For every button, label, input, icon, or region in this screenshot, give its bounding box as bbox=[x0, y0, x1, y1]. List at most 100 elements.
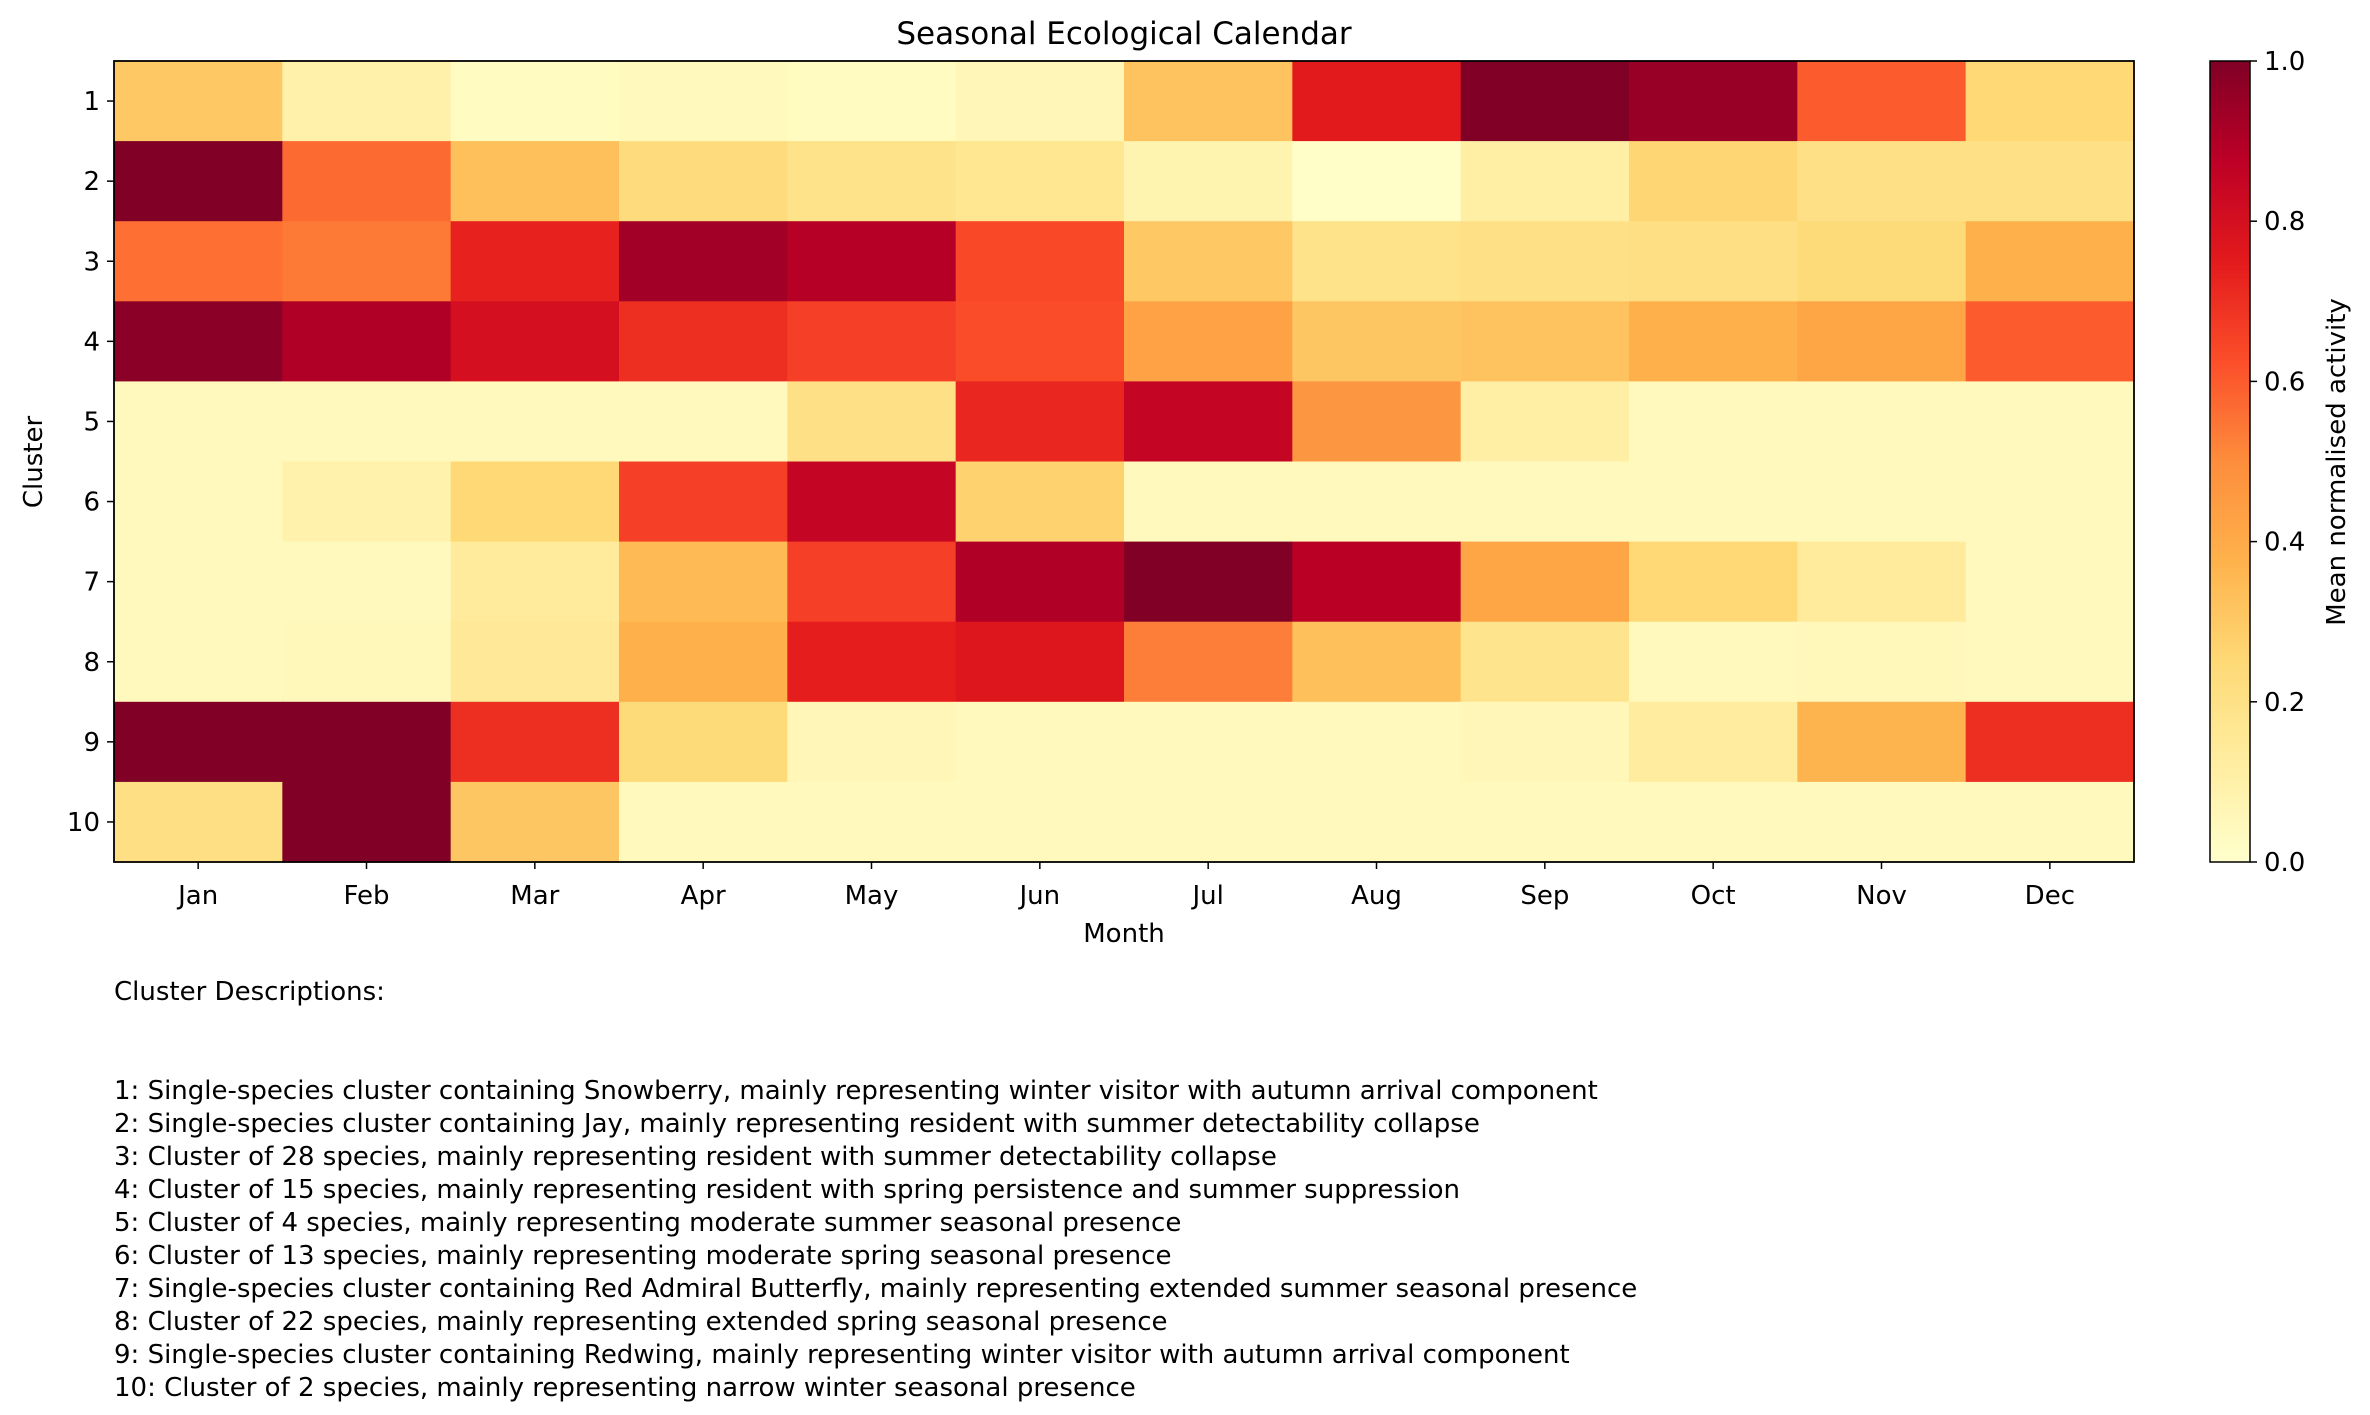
heatmap-cell-5-feb bbox=[282, 381, 452, 463]
heatmap-cell-1-oct bbox=[1629, 61, 1798, 142]
x-tick-label-may: May bbox=[845, 881, 899, 911]
heatmap-cell-1-mar bbox=[450, 61, 620, 142]
heatmap-cell-8-apr bbox=[619, 621, 788, 703]
heatmap-cell-2-dec bbox=[1965, 141, 2135, 222]
heatmap-cell-6-jun bbox=[955, 461, 1125, 543]
heatmap-cell-5-oct bbox=[1629, 381, 1798, 463]
heatmap-cell-3-nov bbox=[1797, 221, 1967, 302]
heatmap-cell-10-mar bbox=[450, 781, 620, 863]
heatmap-cell-6-dec bbox=[1965, 461, 2135, 543]
heatmap-cell-8-feb bbox=[282, 621, 452, 703]
y-tick-label-2: 2 bbox=[83, 167, 100, 197]
x-tick-label-jan: Jan bbox=[176, 881, 218, 911]
heatmap-cell-6-may bbox=[787, 461, 957, 543]
y-tick-label-10: 10 bbox=[67, 808, 100, 838]
heatmap-cell-7-nov bbox=[1797, 541, 1967, 623]
heatmap-cell-9-oct bbox=[1629, 701, 1798, 783]
heatmap-cell-9-sep bbox=[1460, 701, 1630, 783]
heatmap-cell-4-jul bbox=[1124, 301, 1293, 382]
heatmap-cell-2-oct bbox=[1629, 141, 1798, 222]
heatmap-cell-1-jun bbox=[955, 61, 1125, 142]
cluster-description-2: 2: Single-species cluster containing Jay… bbox=[114, 1109, 1480, 1139]
cluster-description-9: 9: Single-species cluster containing Red… bbox=[114, 1340, 1570, 1370]
heatmap-cell-2-jul bbox=[1124, 141, 1293, 222]
heatmap-cell-10-sep bbox=[1460, 781, 1630, 863]
heatmap-cell-10-aug bbox=[1292, 781, 1462, 863]
x-tick-label-apr: Apr bbox=[681, 881, 726, 911]
cluster-description-8: 8: Cluster of 22 species, mainly represe… bbox=[114, 1307, 1168, 1337]
heatmap-cell-10-jan bbox=[114, 781, 283, 863]
heatmap-cell-6-feb bbox=[282, 461, 452, 543]
cluster-description-5: 5: Cluster of 4 species, mainly represen… bbox=[114, 1208, 1182, 1238]
descriptions-list: 1: Single-species cluster containing Sno… bbox=[114, 1075, 2314, 1405]
heatmap-cell-2-nov bbox=[1797, 141, 1967, 222]
heatmap-cell-7-feb bbox=[282, 541, 452, 623]
y-tick-label-7: 7 bbox=[83, 568, 100, 598]
heatmap-cell-10-nov bbox=[1797, 781, 1967, 863]
heatmap-cell-2-mar bbox=[450, 141, 620, 222]
heatmap-cell-1-jul bbox=[1124, 61, 1293, 142]
heatmap-cell-7-mar bbox=[450, 541, 620, 623]
colorbar-label: Mean normalised activity bbox=[2322, 298, 2352, 626]
heatmap-cell-5-jan bbox=[114, 381, 283, 463]
heatmap-cell-9-feb bbox=[282, 701, 452, 783]
heatmap-cell-2-apr bbox=[619, 141, 788, 222]
heatmap-cell-6-aug bbox=[1292, 461, 1462, 543]
heatmap-cell-10-feb bbox=[282, 781, 452, 863]
y-tick-label-5: 5 bbox=[83, 407, 100, 437]
cluster-description-1: 1: Single-species cluster containing Sno… bbox=[114, 1076, 1598, 1106]
colorbar-tick-label-0-0: 0.0 bbox=[2264, 848, 2305, 878]
heatmap-cell-3-oct bbox=[1629, 221, 1798, 302]
heatmap-cell-1-jan bbox=[114, 61, 283, 142]
heatmap-cell-6-nov bbox=[1797, 461, 1967, 543]
heatmap-cell-4-dec bbox=[1965, 301, 2135, 382]
heatmap-cell-9-mar bbox=[450, 701, 620, 783]
heatmap-cell-6-oct bbox=[1629, 461, 1798, 543]
heatmap-cell-6-sep bbox=[1460, 461, 1630, 543]
heatmap-cell-3-jul bbox=[1124, 221, 1293, 302]
heatmap-cell-4-aug bbox=[1292, 301, 1462, 382]
x-tick-label-mar: Mar bbox=[510, 881, 559, 911]
heatmap-cell-3-dec bbox=[1965, 221, 2135, 302]
heatmap-cell-4-mar bbox=[450, 301, 620, 382]
heatmap-cell-1-nov bbox=[1797, 61, 1967, 142]
y-tick-label-6: 6 bbox=[83, 488, 100, 518]
chart-title: Seasonal Ecological Calendar bbox=[896, 16, 1352, 52]
y-axis-ticks: 1 2 3 4 5 6 7 8 9 10 bbox=[67, 87, 114, 838]
descriptions-heading: Cluster Descriptions: bbox=[114, 977, 385, 1007]
y-tick-label-4: 4 bbox=[83, 327, 100, 357]
heatmap-cell-5-apr bbox=[619, 381, 788, 463]
heatmap-cell-9-may bbox=[787, 701, 957, 783]
x-tick-label-dec: Dec bbox=[2025, 881, 2075, 911]
x-tick-label-feb: Feb bbox=[343, 881, 389, 911]
heatmap-cell-2-sep bbox=[1460, 141, 1630, 222]
cluster-description-3: 3: Cluster of 28 species, mainly represe… bbox=[114, 1142, 1277, 1172]
cluster-description-4: 4: Cluster of 15 species, mainly represe… bbox=[114, 1175, 1461, 1205]
heatmap-cell-9-aug bbox=[1292, 701, 1462, 783]
plot-frame bbox=[113, 60, 2135, 863]
heatmap-cell-3-feb bbox=[282, 221, 452, 302]
heatmap-cell-7-oct bbox=[1629, 541, 1798, 623]
heatmap-cell-1-apr bbox=[619, 61, 788, 142]
heatmap-cell-7-jun bbox=[955, 541, 1125, 623]
heatmap-cell-8-jan bbox=[114, 621, 283, 703]
heatmap-cell-2-jun bbox=[955, 141, 1125, 222]
heatmap-cell-6-apr bbox=[619, 461, 788, 543]
x-tick-label-oct: Oct bbox=[1691, 881, 1736, 911]
heatmap-cell-7-jul bbox=[1124, 541, 1293, 623]
heatmap-cell-1-feb bbox=[282, 61, 452, 142]
heatmap-cell-5-nov bbox=[1797, 381, 1967, 463]
heatmap-cell-1-sep bbox=[1460, 61, 1630, 142]
heatmap-cell-9-dec bbox=[1965, 701, 2135, 783]
colorbar-ticks: 0.0 0.2 0.4 0.6 0.8 1.0 bbox=[2250, 47, 2305, 878]
heatmap-cell-7-may bbox=[787, 541, 957, 623]
colorbar bbox=[2209, 60, 2251, 863]
heatmap-cell-6-jul bbox=[1124, 461, 1293, 543]
heatmap-cell-5-jun bbox=[955, 381, 1125, 463]
heatmap-cell-10-may bbox=[787, 781, 957, 863]
heatmap-cell-6-jan bbox=[114, 461, 283, 543]
heatmap-cell-5-aug bbox=[1292, 381, 1462, 463]
cluster-descriptions: Cluster Descriptions: 1: Single-species … bbox=[114, 976, 2314, 1405]
heatmap-cell-3-sep bbox=[1460, 221, 1630, 302]
colorbar-tick-label-1-0: 1.0 bbox=[2264, 47, 2305, 77]
